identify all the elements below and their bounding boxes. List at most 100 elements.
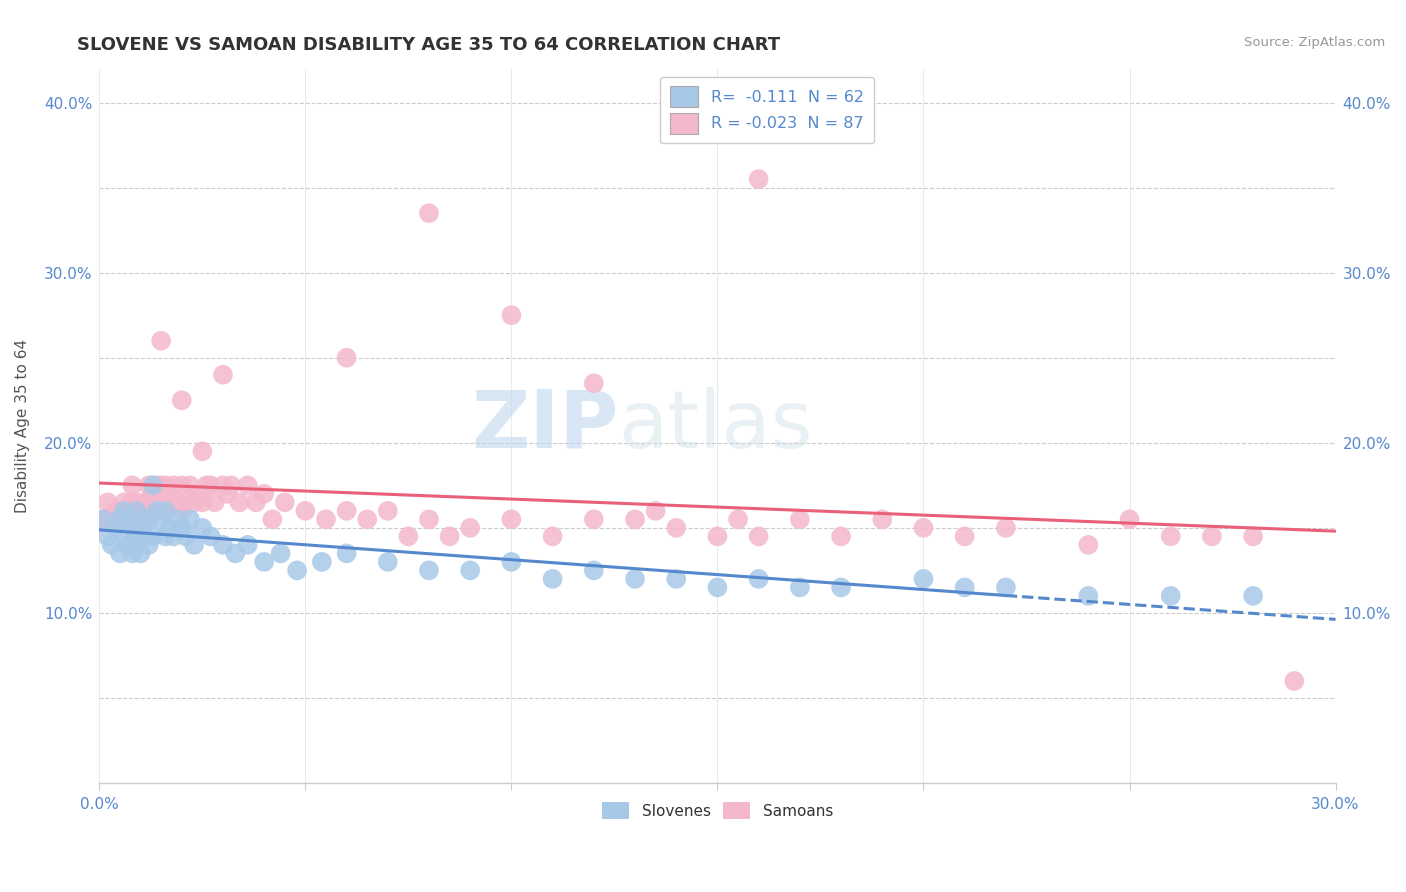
Point <box>93 512 115 526</box>
Point <box>138 478 160 492</box>
Point <box>162 478 184 492</box>
Point <box>170 393 193 408</box>
Point <box>100 512 122 526</box>
Point <box>262 512 284 526</box>
Point <box>727 512 749 526</box>
Point <box>953 529 976 543</box>
Point <box>155 504 177 518</box>
Point <box>129 521 152 535</box>
Point <box>134 512 156 526</box>
Point <box>125 529 148 543</box>
Point <box>108 512 131 526</box>
Point <box>138 538 160 552</box>
Point <box>200 478 222 492</box>
Point <box>121 478 143 492</box>
Point <box>150 334 173 348</box>
Point <box>789 512 811 526</box>
Point <box>501 555 523 569</box>
Point <box>224 546 246 560</box>
Point <box>146 495 169 509</box>
Point <box>311 555 333 569</box>
Point <box>117 512 139 526</box>
Point <box>138 495 160 509</box>
Point <box>204 495 226 509</box>
Point <box>100 538 122 552</box>
Point <box>1160 589 1182 603</box>
Point <box>396 529 419 543</box>
Point <box>335 546 357 560</box>
Point <box>117 512 139 526</box>
Point <box>644 504 666 518</box>
Point <box>146 504 169 518</box>
Point <box>912 572 935 586</box>
Point <box>830 581 852 595</box>
Point <box>183 538 205 552</box>
Point <box>458 521 481 535</box>
Point <box>191 521 214 535</box>
Point <box>748 572 770 586</box>
Point <box>236 478 259 492</box>
Point <box>285 563 308 577</box>
Point <box>1241 589 1264 603</box>
Point <box>501 308 523 322</box>
Point <box>191 444 214 458</box>
Point <box>1284 673 1306 688</box>
Text: ZIP: ZIP <box>471 387 619 465</box>
Point <box>138 512 160 526</box>
Point <box>125 512 148 526</box>
Point <box>582 563 605 577</box>
Point <box>155 495 177 509</box>
Point <box>994 581 1017 595</box>
Point <box>174 495 197 509</box>
Point <box>104 504 127 518</box>
Point <box>219 478 242 492</box>
Point <box>953 581 976 595</box>
Point <box>191 495 214 509</box>
Point <box>245 495 267 509</box>
Point <box>212 538 235 552</box>
Point <box>270 546 292 560</box>
Point <box>162 529 184 543</box>
Point <box>706 581 728 595</box>
Point <box>150 512 173 526</box>
Point <box>624 512 647 526</box>
Point <box>294 504 316 518</box>
Point <box>458 563 481 577</box>
Point <box>157 495 180 509</box>
Point <box>236 538 259 552</box>
Point <box>121 521 143 535</box>
Point <box>1077 538 1099 552</box>
Point <box>1160 529 1182 543</box>
Point <box>125 504 148 518</box>
Point <box>179 478 201 492</box>
Point <box>501 512 523 526</box>
Point <box>155 529 177 543</box>
Point <box>129 504 152 518</box>
Point <box>179 512 201 526</box>
Point <box>150 504 173 518</box>
Point <box>166 512 188 526</box>
Point <box>335 504 357 518</box>
Point <box>134 529 156 543</box>
Point <box>108 546 131 560</box>
Point <box>253 555 276 569</box>
Point <box>166 495 188 509</box>
Point <box>912 521 935 535</box>
Point <box>129 546 152 560</box>
Point <box>1241 529 1264 543</box>
Point <box>142 487 165 501</box>
Point <box>377 555 399 569</box>
Point <box>112 529 135 543</box>
Point <box>170 504 193 518</box>
Point <box>582 376 605 391</box>
Point <box>121 495 143 509</box>
Point <box>125 495 148 509</box>
Point <box>195 478 218 492</box>
Point <box>872 512 894 526</box>
Point <box>170 478 193 492</box>
Point <box>789 581 811 595</box>
Point <box>150 478 173 492</box>
Text: SLOVENE VS SAMOAN DISABILITY AGE 35 TO 64 CORRELATION CHART: SLOVENE VS SAMOAN DISABILITY AGE 35 TO 6… <box>77 36 780 54</box>
Point <box>129 512 152 526</box>
Point <box>212 368 235 382</box>
